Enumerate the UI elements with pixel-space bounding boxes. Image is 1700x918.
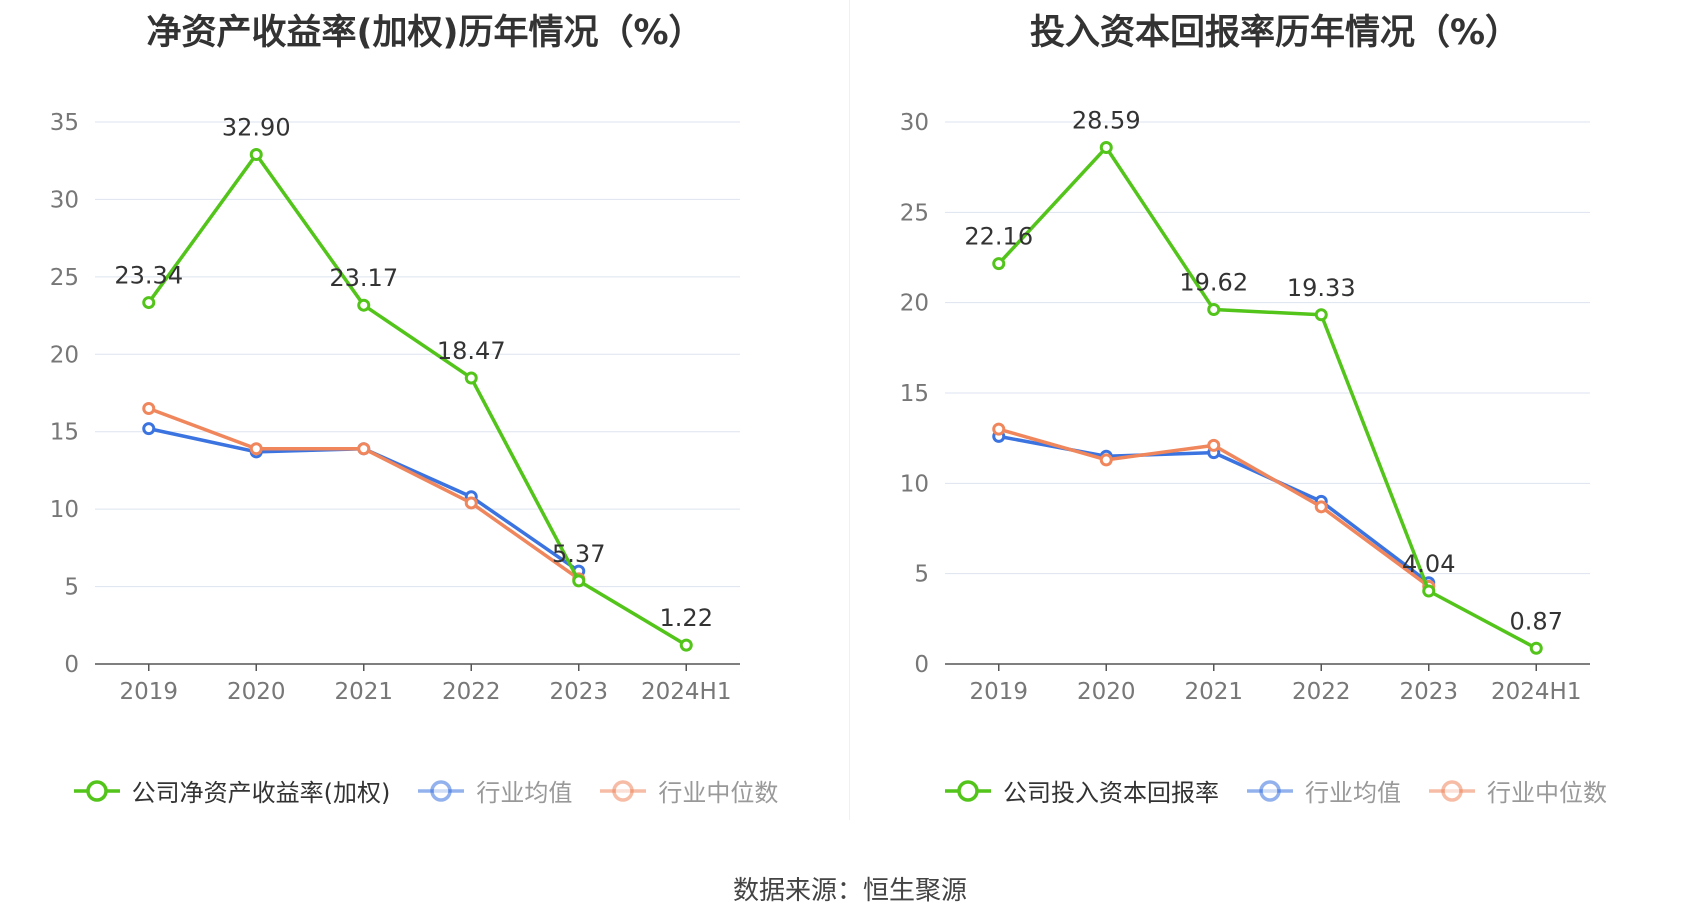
data-label: 19.33	[1287, 274, 1356, 302]
legend-item-company[interactable]: 公司净资产收益率(加权)	[72, 773, 391, 808]
x-tick-label: 2020	[227, 679, 286, 705]
legend-item-median[interactable]: 行业中位数	[1427, 773, 1607, 808]
data-point-company[interactable]	[464, 371, 478, 385]
panel-divider	[849, 0, 850, 820]
x-tick-label: 2022	[1292, 679, 1351, 705]
series-line-company	[997, 145, 1538, 650]
chart-title: 净资产收益率(加权)历年情况（%）	[146, 13, 704, 53]
y-tick-label: 0	[914, 652, 929, 678]
data-point-company[interactable]	[1529, 641, 1543, 655]
legend-marker-icon	[418, 779, 465, 802]
legend-marker-icon	[945, 779, 991, 802]
legend-item-median[interactable]: 行业中位数	[598, 773, 778, 808]
data-point-company[interactable]	[572, 574, 586, 588]
roe-legend: 公司净资产收益率(加权) 行业均值 行业中位数	[0, 773, 850, 808]
data-label: 18.47	[437, 337, 506, 365]
data-label: 1.22	[660, 604, 713, 632]
y-tick-label: 15	[50, 420, 79, 446]
x-tick-label: 2019	[119, 679, 178, 705]
y-tick-label: 20	[900, 291, 929, 317]
data-label: 5.37	[552, 540, 605, 568]
roic-chart-panel: 投入资本回报率历年情况（%） 0 5 10 15 20 25 30 2019 2020 2021 2…	[850, 0, 1700, 830]
legend-label: 行业中位数	[658, 779, 779, 807]
roe-chart-panel: 净资产收益率(加权)历年情况（%） 0 5 10 15 20 25 30 35 2019 2020…	[0, 0, 850, 830]
data-label: 4.04	[1402, 550, 1455, 578]
roic-plot-area: 0 5 10 15 20 25 30 2019 2020 2021 2022 2023 2024H1 22…	[900, 106, 1590, 705]
data-point-median[interactable]	[1207, 438, 1221, 452]
y-tick-label: 10	[900, 471, 929, 497]
legend-item-company[interactable]: 公司投入资本回报率	[943, 773, 1219, 808]
data-point-company[interactable]	[142, 296, 156, 310]
legend-label: 行业均值	[476, 779, 573, 807]
y-tick-label: 35	[50, 110, 79, 136]
legend-label: 行业中位数	[1487, 779, 1607, 807]
legend-marker-icon	[1429, 779, 1475, 802]
y-tick-label: 25	[50, 265, 79, 291]
y-tick-label: 30	[900, 110, 929, 136]
series-line-median	[148, 406, 580, 581]
data-point-avg[interactable]	[142, 422, 156, 436]
x-tick-label: 2020	[1077, 679, 1136, 705]
legend-label: 公司净资产收益率(加权)	[131, 779, 391, 807]
data-point-median[interactable]	[992, 422, 1006, 436]
data-point-company[interactable]	[1314, 308, 1328, 322]
data-point-company[interactable]	[992, 257, 1006, 271]
data-label: 0.87	[1510, 607, 1563, 635]
data-label: 32.90	[222, 114, 291, 142]
data-point-company[interactable]	[1099, 140, 1113, 154]
roe-plot-area: 0 5 10 15 20 25 30 35 2019 2020 2021 2022 2023 2024H1…	[50, 110, 740, 705]
data-point-median[interactable]	[357, 442, 371, 456]
data-label: 23.34	[114, 262, 183, 290]
data-label: 23.17	[329, 264, 398, 292]
x-tick-label: 2021	[334, 679, 393, 705]
data-source-note: 数据来源：恒生聚源	[732, 876, 967, 906]
y-tick-label: 10	[50, 497, 79, 523]
data-label: 22.16	[964, 223, 1033, 251]
data-point-median[interactable]	[1314, 500, 1328, 514]
y-tick-label: 25	[900, 200, 929, 226]
x-tick-label: 2021	[1184, 679, 1243, 705]
chart-title: 投入资本回报率历年情况（%）	[1029, 13, 1521, 53]
x-tick-label: 2023	[549, 679, 608, 705]
legend-item-avg[interactable]: 行业均值	[416, 773, 572, 808]
x-tick-label: 2024H1	[1491, 679, 1581, 705]
y-tick-label: 5	[64, 575, 79, 601]
x-tick-label: 2024H1	[641, 679, 731, 705]
legend-label: 公司投入资本回报率	[1003, 779, 1219, 807]
data-point-median[interactable]	[142, 401, 156, 415]
data-point-median[interactable]	[1099, 453, 1113, 467]
data-point-median[interactable]	[249, 442, 263, 456]
legend-item-avg[interactable]: 行业均值	[1245, 773, 1401, 808]
data-label: 28.59	[1072, 106, 1141, 134]
legend-marker-icon	[1247, 779, 1293, 802]
data-point-median[interactable]	[464, 496, 478, 510]
legend-marker-icon	[73, 779, 120, 802]
y-tick-label: 15	[900, 381, 929, 407]
data-point-company[interactable]	[249, 148, 263, 162]
y-tick-label: 0	[64, 652, 79, 678]
x-tick-label: 2022	[442, 679, 501, 705]
roic-legend: 公司投入资本回报率 行业均值 行业中位数	[850, 773, 1700, 808]
data-point-company[interactable]	[1422, 584, 1436, 598]
y-tick-label: 30	[50, 187, 79, 213]
y-tick-label: 20	[50, 342, 79, 368]
x-tick-label: 2023	[1399, 679, 1458, 705]
legend-marker-icon	[600, 779, 647, 802]
data-point-company[interactable]	[679, 638, 693, 652]
data-point-company[interactable]	[357, 298, 371, 312]
series-line-company	[147, 152, 688, 647]
x-tick-label: 2019	[969, 679, 1028, 705]
data-point-company[interactable]	[1207, 303, 1221, 317]
y-tick-label: 5	[914, 562, 929, 588]
data-label: 19.62	[1179, 269, 1248, 297]
legend-label: 行业均值	[1305, 779, 1401, 807]
